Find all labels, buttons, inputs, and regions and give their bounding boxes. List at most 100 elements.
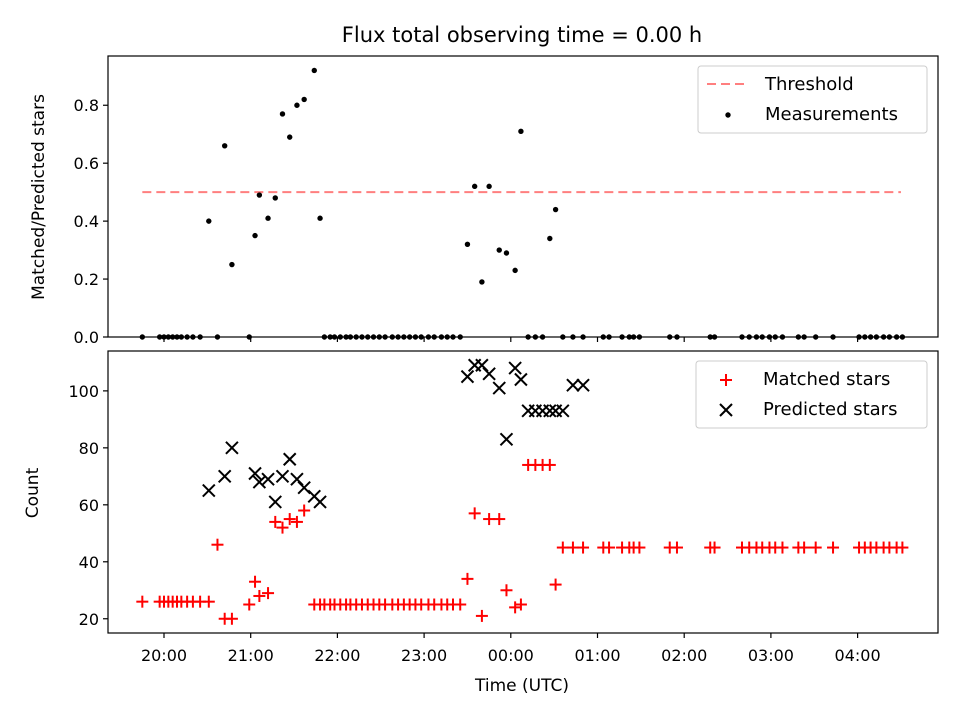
x-tick-label: 22:00 — [314, 646, 360, 665]
predicted-star-point — [202, 483, 216, 498]
top-panel: Flux total observing time = 0.00 h Match… — [29, 23, 939, 347]
matched-star-point — [468, 507, 481, 520]
predicted-star-point — [275, 469, 290, 484]
bottom-y-tick-label: 80 — [79, 439, 99, 458]
matched-star-point — [225, 612, 238, 625]
measurement-point — [294, 102, 300, 108]
top-y-tick-label: 0.4 — [74, 212, 99, 231]
top-legend-box — [697, 65, 928, 134]
chart-title: Flux total observing time = 0.00 h — [342, 23, 702, 47]
top-axes-frame — [107, 55, 939, 338]
measurement-point — [221, 143, 228, 149]
measurement-point — [552, 206, 559, 213]
x-tick-label: 23:00 — [401, 646, 447, 665]
predicted-star-point — [514, 372, 528, 387]
matched-points — [136, 458, 909, 625]
legend-threshold-label: Threshold — [764, 74, 854, 95]
matched-star-point — [290, 515, 303, 528]
x-tick-label: 01:00 — [574, 646, 620, 665]
top-y-ticks: 0.0 0.2 0.4 0.6 0.8 — [74, 96, 108, 347]
top-y-axis-label: Matched/Predicted stars — [29, 94, 49, 300]
bottom-y-tick-label: 20 — [79, 610, 99, 629]
matched-star-point — [493, 513, 506, 526]
predicted-star-point — [576, 378, 590, 392]
predicted-star-point — [225, 441, 239, 455]
bottom-legend-box — [695, 360, 928, 429]
matched-star-point — [276, 521, 289, 534]
measurement-point — [287, 134, 293, 140]
measurement-point — [471, 183, 478, 190]
matched-star-point — [269, 515, 282, 528]
matched-star-point — [776, 541, 789, 554]
x-tick-label: 02:00 — [661, 646, 707, 665]
measurement-point — [256, 192, 263, 198]
predicted-star-point — [543, 404, 557, 418]
matched-star-point — [603, 541, 616, 554]
bottom-legend: Matched stars Predicted stars — [695, 360, 928, 429]
x-tick-label: 20:00 — [141, 646, 187, 665]
measurement-point — [265, 215, 271, 221]
top-y-tick-label: 0.2 — [74, 270, 99, 289]
bottom-y-tick-label: 60 — [79, 496, 99, 515]
matched-star-point — [249, 575, 262, 588]
predicted-star-point — [508, 361, 522, 375]
matched-star-point — [509, 601, 522, 614]
legend-predicted-swatch — [719, 403, 733, 417]
matched-star-point — [633, 541, 646, 554]
predicted-star-point — [313, 495, 327, 509]
matched-star-point — [543, 458, 556, 471]
matched-star-point — [454, 598, 467, 611]
bottom-axes-frame — [107, 350, 939, 634]
matched-star-point — [798, 541, 811, 554]
matched-star-point — [500, 584, 513, 597]
matched-star-point — [708, 541, 721, 554]
predicted-points — [202, 358, 590, 509]
matched-star-point — [556, 541, 569, 554]
predicted-star-point — [261, 472, 275, 486]
matched-star-point — [243, 598, 256, 611]
matched-star-point — [827, 541, 840, 554]
matched-star-point — [475, 609, 488, 622]
predicted-star-point — [499, 432, 514, 447]
predicted-star-point — [482, 367, 496, 381]
measurement-point — [301, 96, 307, 103]
matched-star-point — [670, 541, 683, 554]
matched-star-point — [566, 541, 579, 554]
top-y-tick-label: 0.0 — [74, 328, 99, 347]
matched-star-point — [211, 538, 224, 551]
matched-star-point — [896, 541, 909, 554]
matched-star-point — [461, 572, 474, 585]
bottom-y-tick-label: 40 — [79, 553, 99, 572]
matched-star-point — [483, 513, 496, 526]
measurement-point — [464, 241, 471, 247]
predicted-star-point — [566, 378, 580, 392]
measurement-point — [479, 279, 485, 285]
measurement-point — [512, 267, 518, 274]
x-tick-label: 03:00 — [748, 646, 794, 665]
matched-star-point — [549, 578, 562, 591]
measurement-point — [317, 215, 323, 221]
matched-star-point — [298, 504, 311, 517]
matched-star-point — [283, 513, 296, 526]
bottom-x-ticks: 20:00 21:00 22:00 23:00 00:00 01:00 02:00 03:00… — [141, 633, 881, 665]
matched-star-point — [253, 589, 266, 602]
measurement-point — [547, 235, 553, 242]
top-legend: Threshold Measurements — [697, 65, 928, 134]
legend-matched-swatch — [720, 374, 732, 386]
measurement-point — [518, 128, 524, 135]
x-tick-label: 04:00 — [835, 646, 881, 665]
legend-predicted-label: Predicted stars — [763, 399, 897, 420]
predicted-star-point — [252, 475, 267, 489]
measurement-point — [229, 261, 235, 268]
measurement-point — [272, 195, 278, 201]
x-tick-label: 00:00 — [488, 646, 534, 665]
predicted-star-point — [492, 381, 506, 395]
predicted-star-point — [297, 481, 311, 495]
predicted-star-point — [217, 469, 232, 484]
measurement-point — [311, 67, 317, 74]
legend-measurements-swatch — [725, 112, 731, 118]
matched-star-point — [577, 541, 590, 554]
predicted-star-point — [268, 495, 282, 509]
x-tick-label: 21:00 — [228, 646, 274, 665]
